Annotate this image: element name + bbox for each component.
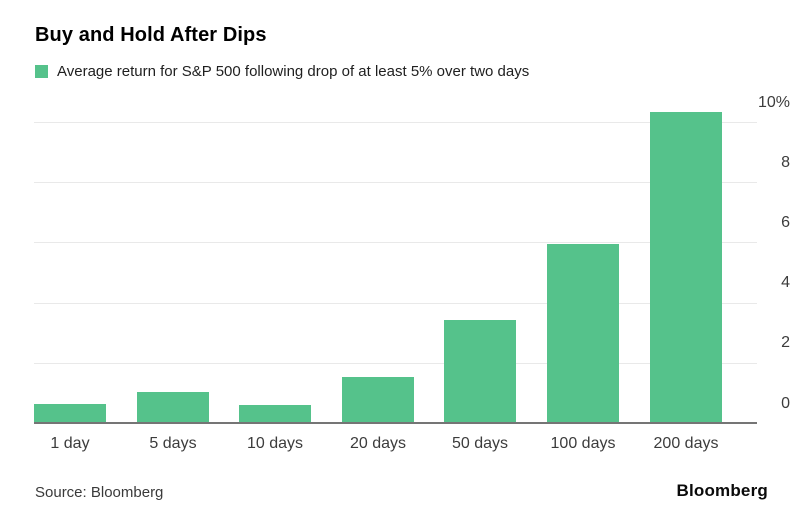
- bar-50-days: [444, 320, 516, 422]
- gridline-y2: [34, 363, 757, 364]
- legend-swatch-icon: [35, 65, 48, 78]
- x-axis-baseline: [34, 422, 757, 424]
- x-tick-label-5-days: 5 days: [149, 435, 197, 452]
- chart-title: Buy and Hold After Dips: [35, 24, 267, 46]
- legend-label: Average return for S&P 500 following dro…: [57, 63, 530, 80]
- gridline-y4: [34, 303, 757, 304]
- x-tick-label-50-days: 50 days: [451, 435, 509, 452]
- bloomberg-logo: Bloomberg: [676, 481, 768, 500]
- y-tick-label-2: 2: [781, 334, 790, 351]
- bar-100-days: [547, 244, 619, 422]
- x-tick-label-20-days: 20 days: [349, 435, 407, 452]
- gridline-y10: [34, 122, 757, 123]
- y-tick-label-4: 4: [781, 274, 790, 291]
- x-tick-label-100-days: 100 days: [550, 435, 616, 452]
- bar-200-days: [650, 112, 722, 422]
- legend: Average return for S&P 500 following dro…: [35, 63, 529, 80]
- y-tick-label-6: 6: [781, 214, 790, 231]
- y-tick-label-0: 0: [781, 395, 790, 412]
- bar-5-days: [137, 392, 209, 422]
- x-tick-label-1-day: 1 day: [50, 435, 90, 452]
- gridline-y8: [34, 182, 757, 183]
- bar-1-day: [34, 404, 106, 422]
- y-tick-label-8: 8: [781, 154, 790, 171]
- x-tick-label-10-days: 10 days: [246, 435, 304, 452]
- x-tick-label-200-days: 200 days: [653, 435, 719, 452]
- bar-20-days: [342, 377, 414, 422]
- y-tick-label-10: 10%: [757, 94, 790, 111]
- bar-10-days: [239, 405, 311, 422]
- gridline-y6: [34, 242, 757, 243]
- source-note: Source: Bloomberg: [35, 484, 164, 501]
